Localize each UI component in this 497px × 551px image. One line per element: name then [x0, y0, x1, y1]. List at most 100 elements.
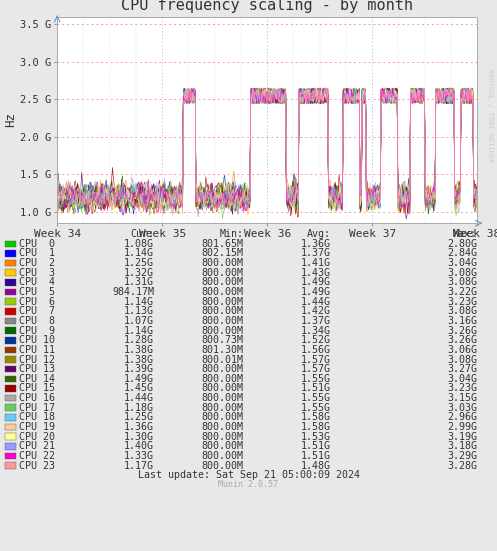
Text: 1.49G: 1.49G [301, 287, 331, 297]
Text: 1.14G: 1.14G [124, 249, 154, 258]
Text: Min:: Min: [220, 229, 244, 239]
Text: 2.80G: 2.80G [447, 239, 477, 249]
Text: Cur:: Cur: [130, 229, 154, 239]
Text: 3.03G: 3.03G [447, 403, 477, 413]
Text: 1.55G: 1.55G [301, 393, 331, 403]
Text: 1.38G: 1.38G [124, 345, 154, 355]
Title: CPU frequency scaling - by month: CPU frequency scaling - by month [121, 0, 413, 13]
Text: 1.40G: 1.40G [124, 441, 154, 451]
Text: 1.36G: 1.36G [301, 239, 331, 249]
Text: 800.00M: 800.00M [201, 431, 244, 442]
Text: 800.00M: 800.00M [201, 364, 244, 374]
Text: 800.00M: 800.00M [201, 268, 244, 278]
Text: Avg:: Avg: [307, 229, 331, 239]
Text: 800.00M: 800.00M [201, 277, 244, 288]
Text: CPU 20: CPU 20 [19, 431, 55, 442]
Text: 3.18G: 3.18G [447, 441, 477, 451]
Text: 800.73M: 800.73M [201, 335, 244, 345]
Text: 1.38G: 1.38G [124, 354, 154, 365]
Text: 1.18G: 1.18G [124, 403, 154, 413]
Text: 800.00M: 800.00M [201, 287, 244, 297]
Text: 1.44G: 1.44G [301, 296, 331, 307]
Text: 3.19G: 3.19G [447, 431, 477, 442]
Text: 3.08G: 3.08G [447, 306, 477, 316]
Text: 1.55G: 1.55G [301, 403, 331, 413]
Text: 1.52G: 1.52G [301, 335, 331, 345]
Text: 1.57G: 1.57G [301, 354, 331, 365]
Text: 1.55G: 1.55G [301, 374, 331, 384]
Text: 1.28G: 1.28G [124, 335, 154, 345]
Text: 1.13G: 1.13G [124, 306, 154, 316]
Text: 3.27G: 3.27G [447, 364, 477, 374]
Text: CPU 21: CPU 21 [19, 441, 55, 451]
Text: CPU 12: CPU 12 [19, 354, 55, 365]
Text: 1.53G: 1.53G [301, 431, 331, 442]
Text: 1.31G: 1.31G [124, 277, 154, 288]
Text: Munin 2.0.57: Munin 2.0.57 [219, 480, 278, 489]
Text: 1.49G: 1.49G [124, 374, 154, 384]
Text: 800.00M: 800.00M [201, 326, 244, 336]
Text: 800.00M: 800.00M [201, 461, 244, 471]
Text: 1.58G: 1.58G [301, 422, 331, 432]
Text: 1.48G: 1.48G [301, 461, 331, 471]
Text: 800.00M: 800.00M [201, 258, 244, 268]
Text: 3.06G: 3.06G [447, 345, 477, 355]
Text: 3.22G: 3.22G [447, 287, 477, 297]
Text: 1.58G: 1.58G [301, 412, 331, 423]
Text: 1.37G: 1.37G [301, 249, 331, 258]
Text: 3.04G: 3.04G [447, 258, 477, 268]
Text: 800.01M: 800.01M [201, 354, 244, 365]
Text: CPU  6: CPU 6 [19, 296, 55, 307]
Text: 800.00M: 800.00M [201, 441, 244, 451]
Text: 1.17G: 1.17G [124, 461, 154, 471]
Text: 1.41G: 1.41G [301, 258, 331, 268]
Text: CPU 23: CPU 23 [19, 461, 55, 471]
Text: 1.51G: 1.51G [301, 383, 331, 393]
Text: 3.08G: 3.08G [447, 268, 477, 278]
Text: 802.15M: 802.15M [201, 249, 244, 258]
Text: CPU  8: CPU 8 [19, 316, 55, 326]
Text: 800.00M: 800.00M [201, 306, 244, 316]
Text: 1.32G: 1.32G [124, 268, 154, 278]
Text: 1.14G: 1.14G [124, 326, 154, 336]
Text: 1.30G: 1.30G [124, 431, 154, 442]
Text: 800.00M: 800.00M [201, 383, 244, 393]
Text: 1.57G: 1.57G [301, 364, 331, 374]
Text: 3.16G: 3.16G [447, 316, 477, 326]
Text: 3.26G: 3.26G [447, 326, 477, 336]
Text: 801.30M: 801.30M [201, 345, 244, 355]
Text: 2.99G: 2.99G [447, 422, 477, 432]
Text: CPU 14: CPU 14 [19, 374, 55, 384]
Text: 3.08G: 3.08G [447, 354, 477, 365]
Text: 800.00M: 800.00M [201, 403, 244, 413]
Text: 1.25G: 1.25G [124, 412, 154, 423]
Text: 1.39G: 1.39G [124, 364, 154, 374]
Text: CPU 17: CPU 17 [19, 403, 55, 413]
Text: RRDTOOL / TOBI OETIKER: RRDTOOL / TOBI OETIKER [487, 69, 493, 163]
Text: 1.44G: 1.44G [124, 393, 154, 403]
Text: 3.23G: 3.23G [447, 383, 477, 393]
Text: 3.29G: 3.29G [447, 451, 477, 461]
Text: CPU  2: CPU 2 [19, 258, 55, 268]
Text: 1.36G: 1.36G [124, 422, 154, 432]
Text: 800.00M: 800.00M [201, 296, 244, 307]
Text: 800.00M: 800.00M [201, 316, 244, 326]
Text: 1.37G: 1.37G [301, 316, 331, 326]
Text: CPU 11: CPU 11 [19, 345, 55, 355]
Text: 3.08G: 3.08G [447, 277, 477, 288]
Text: 801.65M: 801.65M [201, 239, 244, 249]
Text: CPU  7: CPU 7 [19, 306, 55, 316]
Text: CPU 19: CPU 19 [19, 422, 55, 432]
Text: 800.00M: 800.00M [201, 374, 244, 384]
Text: 1.08G: 1.08G [124, 239, 154, 249]
Text: CPU  9: CPU 9 [19, 326, 55, 336]
Text: CPU 10: CPU 10 [19, 335, 55, 345]
Text: 1.51G: 1.51G [301, 441, 331, 451]
Text: 1.49G: 1.49G [301, 277, 331, 288]
Text: 800.00M: 800.00M [201, 412, 244, 423]
Text: CPU 16: CPU 16 [19, 393, 55, 403]
Y-axis label: Hz: Hz [4, 112, 17, 127]
Text: CPU 15: CPU 15 [19, 383, 55, 393]
Text: 1.07G: 1.07G [124, 316, 154, 326]
Text: 3.23G: 3.23G [447, 296, 477, 307]
